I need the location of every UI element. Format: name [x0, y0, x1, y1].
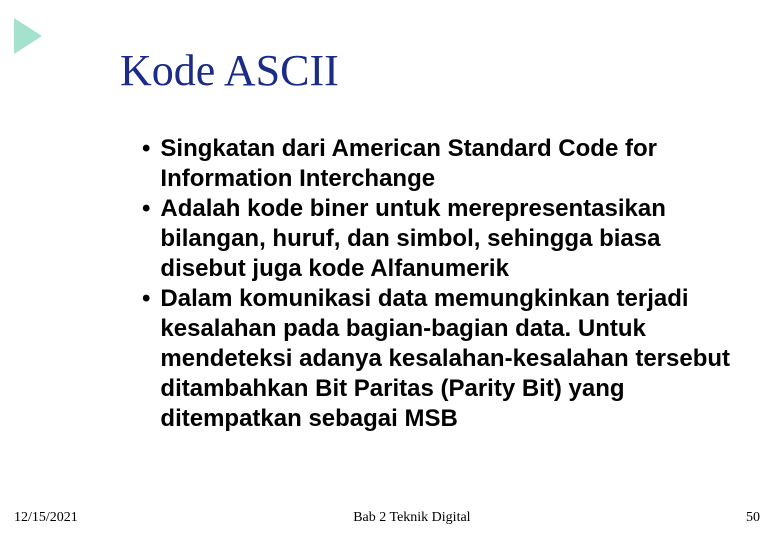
bullet-marker: • — [142, 284, 150, 314]
footer-center: Bab 2 Teknik Digital — [78, 510, 746, 526]
bullet-text: Adalah kode biner untuk merepresentasika… — [160, 194, 750, 284]
slide: Kode ASCII • Singkatan dari American Sta… — [0, 0, 780, 540]
corner-triangle-icon — [14, 18, 42, 54]
list-item: • Singkatan dari American Standard Code … — [142, 134, 750, 194]
slide-title: Kode ASCII — [120, 45, 750, 96]
footer-date: 12/15/2021 — [14, 510, 78, 526]
bullet-text: Singkatan dari American Standard Code fo… — [160, 134, 750, 194]
bullet-list: • Singkatan dari American Standard Code … — [120, 134, 750, 434]
bullet-text: Dalam komunikasi data memungkinkan terja… — [160, 284, 750, 434]
bullet-marker: • — [142, 194, 150, 224]
bullet-marker: • — [142, 134, 150, 164]
slide-footer: 12/15/2021 Bab 2 Teknik Digital 50 — [0, 510, 780, 526]
list-item: • Dalam komunikasi data memungkinkan ter… — [142, 284, 750, 434]
list-item: • Adalah kode biner untuk merepresentasi… — [142, 194, 750, 284]
footer-page: 50 — [746, 510, 760, 526]
